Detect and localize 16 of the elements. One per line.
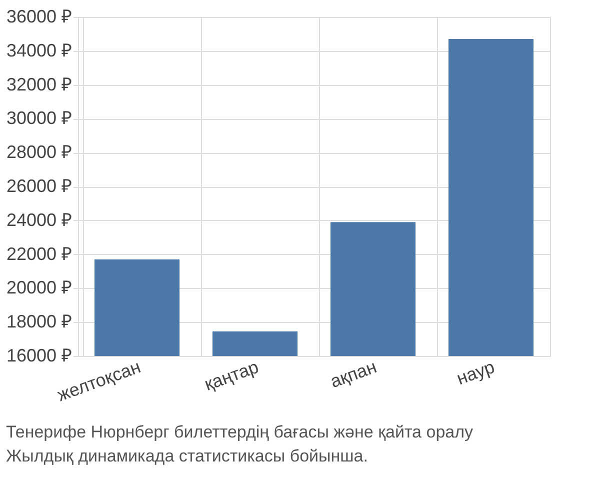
y-tick-label: 20000 ₽: [6, 278, 72, 298]
y-tick-label: 24000 ₽: [6, 210, 72, 230]
y-tick-label: 34000 ₽: [6, 40, 72, 60]
y-tick-label: 28000 ₽: [6, 142, 72, 162]
x-tick-label: ақпан: [328, 356, 380, 392]
y-tick-label: 16000 ₽: [6, 346, 72, 366]
y-tick-label: 36000 ₽: [6, 6, 72, 26]
x-tick-label: қаңтар: [202, 356, 262, 395]
y-tick-label: 32000 ₽: [6, 74, 72, 94]
y-tick-label: 18000 ₽: [6, 312, 72, 332]
y-tick-label: 22000 ₽: [6, 244, 72, 264]
y-tick-label: 26000 ₽: [6, 176, 72, 196]
text: Жылдық динамикада статистикасы бойынша.: [6, 446, 368, 466]
text: Тенерифе Нюрнберг билеттердің бағасы және қайта оралу: [6, 422, 474, 442]
x-tick-label: наур: [454, 356, 498, 389]
y-tick-label: 30000 ₽: [6, 108, 72, 128]
